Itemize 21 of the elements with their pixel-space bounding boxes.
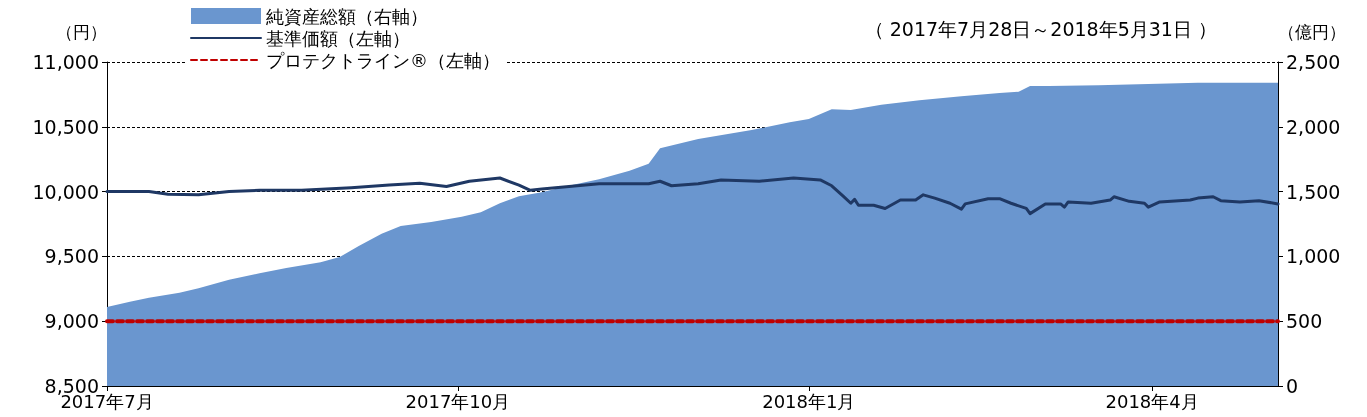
y2-tick-label: 500 [1286, 310, 1323, 333]
y2-tick-label: 2,000 [1286, 115, 1341, 138]
x-tick-label: 2017年10月 [405, 390, 511, 412]
legend-label: プロテクトライン®（左軸） [266, 49, 500, 71]
x-tick-label: 2018年4月 [1105, 390, 1199, 412]
legend-label: 基準価額（左軸） [266, 27, 410, 49]
y-tick-label: 9,500 [44, 245, 99, 268]
line-series [105, 176, 1280, 216]
chart-subtitle: （ 2017年7月28日～2018年5月31日 ） [864, 17, 1218, 40]
y-tick-label: 10,500 [32, 115, 99, 138]
y2-tick-label: 2,500 [1286, 51, 1341, 73]
y2-tick-label: 0 [1286, 375, 1299, 397]
legend-label: 純資産総額（右軸） [266, 5, 428, 27]
y-tick-label: 10,000 [32, 180, 99, 203]
y2-tick-label: 1,000 [1286, 245, 1341, 268]
y2-axis-title: （億円） [1278, 21, 1346, 42]
y2-tick-label: 1,500 [1286, 180, 1341, 203]
y-tick-label: 9,000 [44, 310, 99, 333]
x-tick-label: 2018年1月 [762, 390, 856, 412]
y-axis-title: （円） [56, 21, 107, 42]
y-tick-label: 11,000 [32, 51, 99, 73]
